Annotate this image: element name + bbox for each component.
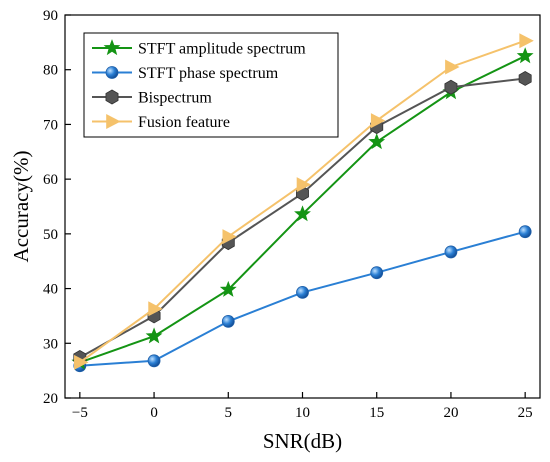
x-tick-label: 0	[150, 405, 158, 421]
data-point	[518, 71, 532, 86]
y-axis-title: Accuracy(%)	[9, 151, 33, 263]
legend-marker	[105, 89, 119, 105]
data-point	[296, 286, 309, 299]
data-point	[296, 177, 312, 193]
legend-item: STFT amplitude spectrum	[92, 39, 306, 58]
data-point	[368, 133, 386, 150]
x-tick-label: 5	[225, 405, 233, 421]
data-point	[147, 354, 161, 368]
legend-item: STFT phase spectrum	[92, 65, 279, 82]
x-axis-title: SNR(dB)	[263, 429, 342, 453]
y-tick-label: 20	[43, 391, 58, 407]
legend: STFT amplitude spectrum STFT phase spectr…	[83, 32, 339, 138]
x-tick-label: 15	[369, 405, 384, 421]
data-point	[518, 225, 532, 239]
legend-label: Fusion feature	[138, 114, 230, 131]
legend-marker	[103, 39, 121, 56]
x-tick-label: 10	[295, 405, 310, 421]
y-tick-label: 80	[43, 63, 58, 79]
x-tick-label: 20	[443, 405, 458, 421]
y-tick-label: 40	[43, 282, 58, 298]
data-point	[145, 327, 163, 344]
legend-box	[83, 32, 339, 138]
data-point	[370, 266, 384, 280]
data-point	[222, 229, 237, 245]
legend-label: Bispectrum	[138, 90, 212, 107]
data-point	[74, 354, 89, 370]
legend-label: STFT amplitude spectrum	[138, 41, 306, 58]
data-point	[444, 245, 458, 259]
data-point	[516, 47, 534, 64]
data-point	[221, 314, 235, 328]
data-point	[219, 280, 237, 297]
legend-item: Fusion feature	[92, 114, 230, 131]
y-tick-label: 70	[43, 117, 58, 133]
data-point	[370, 113, 386, 129]
x-tick-label: −5	[72, 405, 88, 421]
data-point	[444, 79, 458, 95]
data-point	[445, 59, 460, 75]
y-tick-label: 90	[43, 8, 58, 24]
y-tick-label: 60	[43, 172, 58, 188]
series-stft-phase-spectrum	[73, 225, 532, 373]
legend-marker	[106, 114, 121, 129]
data-point	[294, 205, 311, 222]
data-point	[148, 301, 163, 317]
legend-item: Bispectrum	[92, 90, 212, 107]
y-tick-label: 30	[43, 336, 58, 352]
y-tick-label: 50	[43, 227, 58, 243]
x-tick-label: 25	[518, 405, 533, 421]
data-point	[519, 33, 534, 49]
legend-marker	[105, 66, 119, 79]
legend-label: STFT phase spectrum	[138, 65, 279, 82]
series-fusion-feature	[74, 33, 534, 370]
